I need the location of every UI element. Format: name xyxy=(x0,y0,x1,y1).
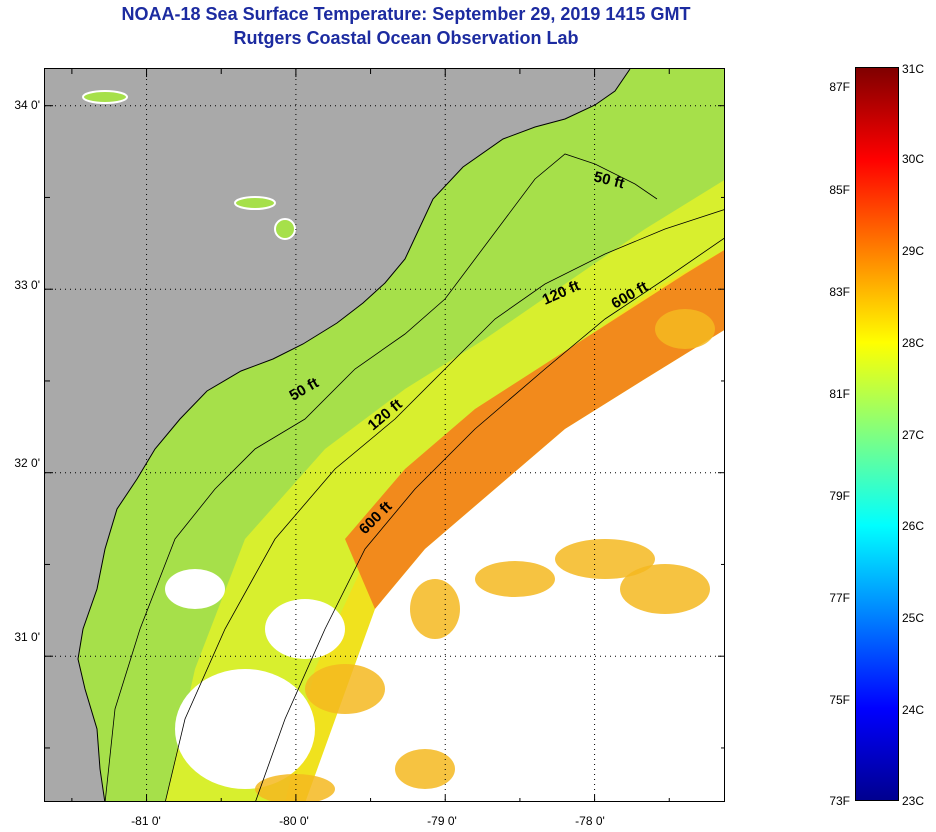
cloud-blob xyxy=(525,629,645,709)
colorbar-label-29c: 29C xyxy=(902,244,925,258)
colorbar-label-26c: 26C xyxy=(902,519,925,533)
colorbar-label-73f: 73F xyxy=(829,794,850,808)
colorbar-label-81f: 81F xyxy=(829,387,850,401)
lat-lon-grid xyxy=(45,69,724,801)
sst-map-canvas: 50 ft 120 ft 600 ft 50 ft 120 ft 600 ft xyxy=(45,69,724,801)
cloud-blob xyxy=(175,669,315,789)
warm-water-patch xyxy=(475,561,555,597)
cloud-blob xyxy=(405,669,545,749)
warm-water-patch xyxy=(555,539,655,579)
cloud-blob xyxy=(645,399,724,459)
lat-label-31: 31 0' xyxy=(14,630,40,644)
map-title: NOAA-18 Sea Surface Temperature: Septemb… xyxy=(121,4,691,24)
inland-lake xyxy=(274,218,296,240)
colorbar-label-77f: 77F xyxy=(829,591,850,605)
colorbar-label-31c: 31C xyxy=(902,62,925,76)
colorbar-label-87f: 87F xyxy=(829,80,850,94)
cloud-blob xyxy=(265,599,345,659)
colorbar-label-83f: 83F xyxy=(829,285,850,299)
colorbar-label-23c: 23C xyxy=(902,794,925,808)
cloud-blob xyxy=(575,449,715,549)
inland-lake xyxy=(82,90,128,104)
cloud-cover xyxy=(165,399,724,789)
colorbar-label-30c: 30C xyxy=(902,152,925,166)
colorbar-label-79f: 79F xyxy=(829,489,850,503)
warm-water-patch xyxy=(255,774,335,801)
axis-ticks xyxy=(45,69,724,801)
isobath-50ft-line xyxy=(104,153,658,801)
inland-lakes xyxy=(82,90,296,240)
inland-lake xyxy=(234,196,276,210)
warm-water-patch xyxy=(410,579,460,639)
coastline xyxy=(77,69,631,801)
lat-label-34: 34 0' xyxy=(14,98,40,112)
colorbar-label-85f: 85F xyxy=(829,183,850,197)
colorbar-label-25c: 25C xyxy=(902,611,925,625)
lon-label-79: -79 0' xyxy=(427,814,457,828)
colorbar-label-27c: 27C xyxy=(902,428,925,442)
isobath-120ft-line xyxy=(165,209,724,801)
warm-water-patch xyxy=(620,564,710,614)
colorbar-label-24c: 24C xyxy=(902,703,925,717)
gulf-stream-band xyxy=(345,249,724,609)
warm-water-patch xyxy=(305,664,385,714)
colorbar-label-28c: 28C xyxy=(902,336,925,350)
lat-label-33: 33 0' xyxy=(14,278,40,292)
lon-label-81: -81 0' xyxy=(131,814,161,828)
cloud-blob xyxy=(475,509,575,569)
colorbar-label-75f: 75F xyxy=(829,693,850,707)
lat-label-32: 32 0' xyxy=(14,456,40,470)
map-subtitle: Rutgers Coastal Ocean Observation Lab xyxy=(233,28,579,48)
sst-map: 50 ft 120 ft 600 ft 50 ft 120 ft 600 ft xyxy=(44,68,725,802)
warm-water-patch xyxy=(655,309,715,349)
lon-label-78: -78 0' xyxy=(575,814,605,828)
cloud-blob xyxy=(165,569,225,609)
temperature-colorbar xyxy=(855,67,899,801)
warm-water-patch xyxy=(395,749,455,789)
isobath-label-50ft-north: 50 ft xyxy=(592,168,626,192)
warm-water-patches xyxy=(255,309,715,801)
lon-label-80: -80 0' xyxy=(279,814,309,828)
